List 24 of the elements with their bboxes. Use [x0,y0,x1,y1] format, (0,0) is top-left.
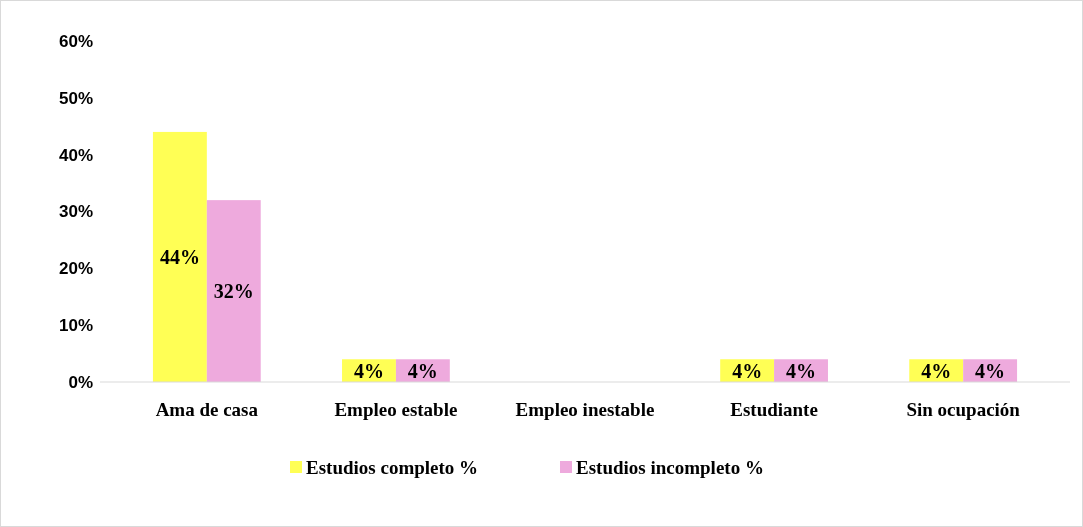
legend-label: Estudios incompleto % [576,456,764,478]
x-tick-label: Sin ocupación [906,399,1021,420]
y-tick-label: 0% [68,372,93,392]
y-tick-label: 40% [58,145,93,165]
bar [152,131,207,382]
x-tick-label: Empleo estable [334,399,458,420]
y-tick-label: 30% [58,202,93,222]
data-label: 4% [921,359,952,382]
x-tick-label: Empleo inestable [515,399,655,420]
data-label: 32% [213,280,254,303]
legend-label: Estudios completo % [306,456,479,478]
y-tick-label: 60% [58,31,93,51]
x-tick-label: Ama de casa [155,399,259,420]
data-label: 44% [159,245,200,268]
data-label: 4% [732,359,763,382]
x-tick-label: Estudiante [730,399,818,420]
data-label: 4% [353,359,384,382]
y-tick-label: 20% [58,259,93,279]
y-tick-label: 50% [58,88,93,108]
data-label: 4% [786,359,817,382]
data-label: 4% [407,359,438,382]
bar [206,200,261,382]
y-tick-label: 10% [58,316,93,336]
data-label: 4% [975,359,1006,382]
